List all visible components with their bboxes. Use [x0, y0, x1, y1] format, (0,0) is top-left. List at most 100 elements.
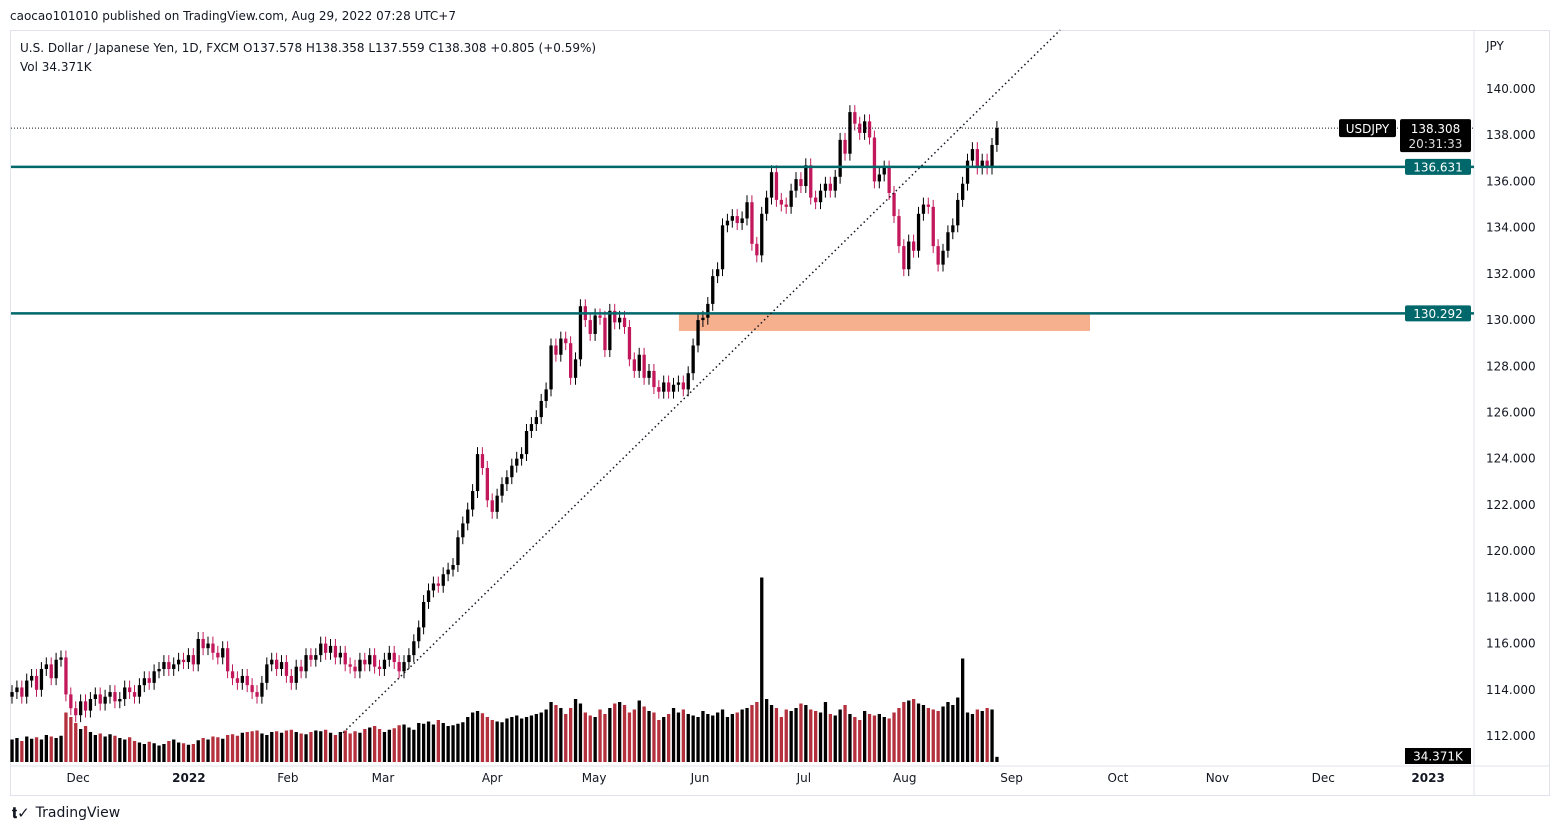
candle-body	[294, 666, 298, 683]
volume-bar	[201, 738, 205, 762]
volume-bar	[858, 720, 862, 762]
volume-bar	[289, 729, 293, 762]
y-tick-label: 138.000	[1486, 128, 1536, 142]
candle-body	[20, 687, 24, 697]
candle-body	[745, 202, 749, 219]
volume-bar	[804, 705, 808, 762]
candle-body	[529, 424, 534, 431]
candle-body	[961, 183, 965, 200]
candle-body	[564, 338, 568, 344]
footer-brand[interactable]: 𝐭✓ TradingView	[12, 804, 120, 822]
volume-bar	[500, 722, 504, 762]
volume-bar	[936, 711, 940, 762]
candle-body	[221, 648, 225, 658]
candle-body	[510, 465, 514, 478]
candle-body	[495, 495, 499, 512]
candle-body	[181, 659, 186, 663]
candle-body	[578, 306, 583, 360]
volume-bar	[284, 730, 289, 762]
volume-bar	[696, 717, 700, 762]
candle-body	[804, 165, 808, 187]
volume-bar	[578, 703, 583, 762]
volume-bar	[608, 708, 612, 762]
candle-body	[319, 643, 323, 656]
volume-bar	[79, 729, 83, 762]
candle-body	[377, 666, 382, 669]
volume-bar	[422, 723, 426, 762]
volume-bar	[902, 702, 906, 762]
candle-body	[167, 662, 171, 669]
volume-bar	[647, 711, 651, 762]
volume-bar	[926, 708, 930, 762]
candle-body	[877, 174, 881, 182]
candle-body	[794, 179, 798, 191]
y-tick-label: 126.000	[1486, 405, 1536, 419]
candle-body	[451, 565, 455, 570]
volume-bar	[534, 714, 538, 762]
candle-body	[823, 183, 828, 191]
volume-bar	[471, 712, 475, 762]
candle-body	[309, 655, 313, 660]
y-tick-label: 124.000	[1486, 452, 1536, 466]
volume-bar	[642, 706, 646, 762]
candle-body	[892, 192, 896, 217]
volume-bar	[407, 727, 411, 762]
volume-bar	[402, 724, 406, 762]
x-tick-label: May	[582, 771, 607, 785]
candle-body	[235, 678, 240, 683]
volume-bar	[916, 703, 921, 762]
symbol-label: USDJPY	[1346, 122, 1390, 136]
volume-bar	[191, 744, 195, 762]
volume-bar	[701, 711, 705, 762]
candle-body	[152, 671, 156, 683]
volume-bar	[853, 717, 857, 762]
candle-body	[348, 664, 352, 667]
candle-body	[559, 338, 563, 355]
candle-body	[921, 204, 926, 214]
volume-bar	[569, 708, 573, 762]
candle-body	[720, 225, 725, 270]
candle-body	[843, 139, 847, 154]
candle-body	[784, 204, 788, 207]
volume-bar	[211, 736, 215, 762]
candle-body	[270, 659, 274, 665]
volume-bar	[740, 709, 744, 762]
volume-bar	[573, 699, 578, 762]
volume-bar	[867, 714, 872, 762]
volume-bar	[559, 708, 563, 762]
candle-body	[480, 454, 485, 468]
candle-body	[985, 160, 989, 168]
candle-body	[240, 675, 244, 683]
level-price-tag	[1405, 158, 1471, 175]
candle-body	[10, 692, 14, 697]
volume-bar	[343, 730, 347, 762]
candle-body	[946, 232, 950, 251]
candle-body	[907, 241, 911, 270]
volume-bar	[230, 734, 235, 762]
volume-bar	[779, 717, 783, 762]
candle-body	[931, 206, 935, 247]
volume-bar	[765, 699, 769, 762]
volume-bar	[510, 717, 514, 762]
candle-body	[686, 373, 690, 390]
candle-body	[284, 662, 289, 676]
volume-bar	[368, 727, 372, 762]
candle-body	[902, 246, 906, 270]
candle-body	[760, 213, 764, 256]
volume-bar	[235, 735, 240, 762]
candle-body	[667, 382, 671, 392]
candle-body	[627, 327, 632, 360]
volume-bar	[39, 739, 44, 762]
candle-body	[147, 678, 151, 683]
candle-body	[441, 574, 445, 586]
volume-bar	[706, 714, 710, 762]
candle-body	[706, 303, 710, 318]
volume-bar	[74, 723, 78, 762]
candle-body	[132, 692, 137, 697]
volume-bar	[260, 733, 264, 762]
volume-bar	[328, 732, 333, 762]
y-tick-label: 130.000	[1486, 313, 1536, 327]
legend-volume: Vol 34.371K	[20, 60, 92, 74]
volume-bar	[15, 738, 19, 762]
